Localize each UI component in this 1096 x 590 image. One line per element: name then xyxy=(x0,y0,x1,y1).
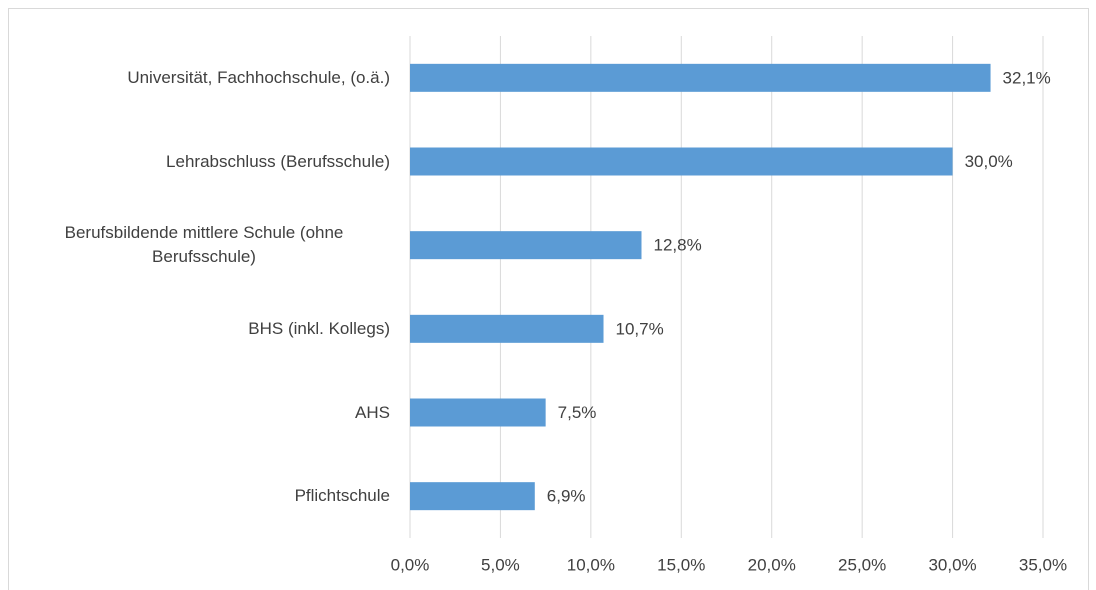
data-label: 7,5% xyxy=(558,403,597,422)
bar xyxy=(410,398,546,427)
chart-frame xyxy=(8,8,1089,590)
y-tick-label: Pflichtschule xyxy=(294,486,390,506)
data-label: 10,7% xyxy=(616,319,664,338)
x-tick-label: 25,0% xyxy=(838,555,886,574)
bar xyxy=(410,63,991,92)
data-label: 30,0% xyxy=(965,152,1013,171)
y-tick-label: Universität, Fachhochschule, (o.ä.) xyxy=(127,67,390,87)
data-label: 32,1% xyxy=(1003,68,1051,87)
bar xyxy=(410,314,604,343)
bar xyxy=(410,231,642,260)
x-tick-label: 0,0% xyxy=(391,555,430,574)
y-tick-label: Berufsbildende mittlere Schule (ohne Ber… xyxy=(64,223,344,267)
y-tick-label: BHS (inkl. Kollegs) xyxy=(248,318,390,338)
data-label: 6,9% xyxy=(547,487,586,506)
x-tick-label: 30,0% xyxy=(928,555,976,574)
data-label: 12,8% xyxy=(653,236,701,255)
bar xyxy=(410,482,535,511)
y-tick-label: AHS xyxy=(355,402,390,422)
x-tick-label: 10,0% xyxy=(567,555,615,574)
x-tick-label: 20,0% xyxy=(748,555,796,574)
y-tick-label: Lehrabschluss (Berufsschule) xyxy=(166,151,390,171)
x-tick-label: 15,0% xyxy=(657,555,705,574)
x-tick-label: 5,0% xyxy=(481,555,520,574)
bar xyxy=(410,147,953,176)
x-tick-label: 35,0% xyxy=(1019,555,1067,574)
